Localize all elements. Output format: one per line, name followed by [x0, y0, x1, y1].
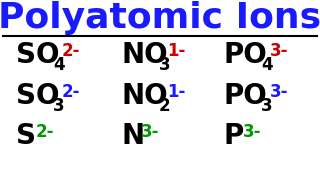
Text: 3-: 3- [141, 123, 159, 141]
Text: 2: 2 [158, 97, 170, 115]
Text: 3: 3 [261, 97, 272, 115]
Text: 1-: 1- [167, 42, 186, 60]
Text: 3: 3 [53, 97, 64, 115]
Text: 4: 4 [261, 56, 272, 74]
Text: 4: 4 [53, 56, 64, 74]
Text: Polyatomic Ions: Polyatomic Ions [0, 1, 320, 35]
Text: 2-: 2- [35, 123, 54, 141]
Text: N: N [122, 122, 145, 150]
Text: 3-: 3- [270, 83, 288, 101]
Text: 1-: 1- [167, 83, 186, 101]
Text: 2-: 2- [62, 83, 80, 101]
Text: 3-: 3- [270, 42, 288, 60]
Text: 3-: 3- [243, 123, 262, 141]
Text: SO: SO [16, 82, 60, 110]
Text: NO: NO [122, 41, 168, 69]
Text: PO: PO [224, 82, 268, 110]
Text: SO: SO [16, 41, 60, 69]
Text: 2-: 2- [62, 42, 80, 60]
Text: S: S [16, 122, 36, 150]
Text: 3: 3 [158, 56, 170, 74]
Text: NO: NO [122, 82, 168, 110]
Text: PO: PO [224, 41, 268, 69]
Text: P: P [224, 122, 244, 150]
